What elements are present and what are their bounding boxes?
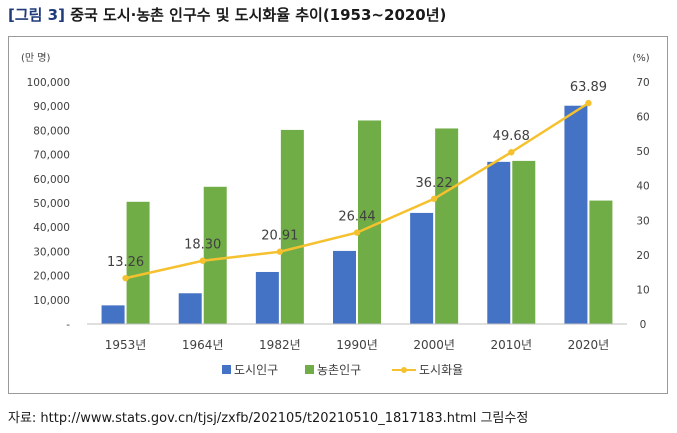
urban-population-bar <box>410 212 434 324</box>
left-tick-label: 80,000 <box>33 125 70 137</box>
x-tick-label: 1953년 <box>105 338 147 352</box>
urban-population-bar <box>333 250 356 324</box>
rate-data-label: 20.91 <box>261 229 298 244</box>
x-tick-label: 1982년 <box>259 338 301 352</box>
rate-data-label: 49.68 <box>493 129 530 144</box>
figure-label: [그림 3] <box>8 6 65 24</box>
left-tick-label: 100,000 <box>27 77 70 89</box>
rate-data-label: 26.44 <box>338 210 375 225</box>
rate-point <box>276 248 284 255</box>
legend-rural-population-label: 농촌인구 <box>317 363 361 377</box>
left-tick-label: 30,000 <box>33 246 70 258</box>
rate-point <box>585 99 592 107</box>
source-note: 자료: http://www.stats.gov.cn/tjsj/zxfb/20… <box>8 411 529 426</box>
chart-svg: (만 명) (%) - 10,000 20,000 30,000 40,000 50,00… <box>21 52 650 377</box>
x-tick-label: 2010년 <box>490 338 532 352</box>
right-tick-label: 10 <box>636 284 649 296</box>
legend-urban-population-swatch <box>222 365 231 374</box>
figure-title: [그림 3] 중국 도시·농촌 인구수 및 도시화율 추이(1953~2020년… <box>8 4 446 25</box>
chart-frame: (만 명) (%) - 10,000 20,000 30,000 40,000 50,00… <box>8 36 668 394</box>
urban-population-bar <box>487 161 511 324</box>
rate-data-label: 18.30 <box>184 238 221 253</box>
rate-point <box>199 257 206 264</box>
rural-population-bar <box>512 160 536 324</box>
urban-population-bar <box>101 305 125 324</box>
right-axis-unit: (%) <box>632 53 649 64</box>
x-tick-label: 2020년 <box>568 338 610 352</box>
x-tick-label: 1990년 <box>336 338 378 352</box>
rate-point <box>353 229 361 236</box>
legend: 도시인구 농촌인구 도시화율 <box>222 363 463 377</box>
urban-population-bar <box>255 271 279 324</box>
rate-point <box>122 274 129 282</box>
legend-urbanization-rate-label: 도시화율 <box>419 363 463 377</box>
x-tick-label: 2000년 <box>413 338 455 352</box>
left-tick-label: 40,000 <box>33 222 70 234</box>
legend-urban-population-label: 도시인구 <box>234 363 278 377</box>
rural-population-bar <box>126 201 150 324</box>
urbanization-rate-line: 13.26 18.30 20.91 26.44 36.22 49.68 63.89 <box>107 80 607 282</box>
right-tick-label: 30 <box>636 215 649 227</box>
legend-rural-population-swatch <box>305 365 314 374</box>
left-tick-label: 10,000 <box>33 295 70 307</box>
rate-data-label: 36.22 <box>416 176 453 191</box>
bars <box>101 105 613 324</box>
x-tick-label: 1964년 <box>182 338 224 352</box>
right-tick-label: 40 <box>636 181 649 193</box>
right-tick-label: 50 <box>636 146 649 158</box>
left-tick-label: 50,000 <box>33 198 70 210</box>
left-tick-label: 70,000 <box>33 150 70 162</box>
left-tick-label: 90,000 <box>33 101 70 113</box>
x-axis-labels: 1953년 1964년 1982년 1990년 2000년 2010년 2020년 <box>105 338 609 352</box>
rate-data-label: 63.89 <box>570 80 607 95</box>
rural-population-bar <box>358 120 381 324</box>
left-axis-unit: (만 명) <box>21 52 50 64</box>
rural-population-bar <box>589 200 613 324</box>
right-tick-label: 70 <box>636 77 649 89</box>
rural-population-bar <box>435 128 459 324</box>
left-tick-label: 20,000 <box>33 271 70 283</box>
left-axis-ticks: - 10,000 20,000 30,000 40,000 50,000 60,000 70,… <box>27 77 71 331</box>
figure-title-text: 중국 도시·농촌 인구수 및 도시화율 추이(1953~2020년) <box>70 6 447 24</box>
right-axis-ticks: 0 10 20 30 40 50 60 70 <box>636 77 649 331</box>
right-tick-label: 60 <box>636 112 649 124</box>
left-tick-label: 60,000 <box>33 174 70 186</box>
rate-point <box>508 149 515 156</box>
right-tick-label: 0 <box>640 319 647 331</box>
left-tick-label: - <box>66 319 70 331</box>
rural-population-bar <box>280 129 304 324</box>
urban-population-bar <box>564 105 588 324</box>
rate-point <box>430 195 438 202</box>
urban-population-bar <box>178 293 202 324</box>
rate-data-label: 13.26 <box>107 255 144 270</box>
right-tick-label: 20 <box>636 250 649 262</box>
rural-population-bar <box>203 186 227 324</box>
legend-urbanization-rate-swatch-marker <box>401 367 407 373</box>
